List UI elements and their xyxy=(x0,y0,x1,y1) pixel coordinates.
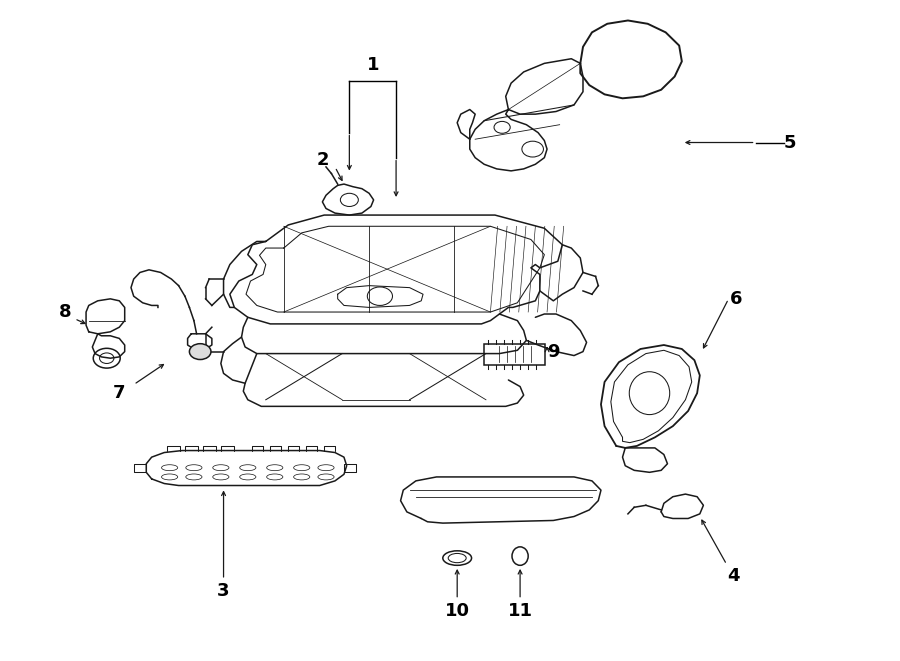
Text: 11: 11 xyxy=(508,602,533,620)
Circle shape xyxy=(189,344,211,360)
Text: 8: 8 xyxy=(59,303,72,321)
Text: 5: 5 xyxy=(783,134,796,151)
Text: 7: 7 xyxy=(113,384,126,402)
Text: 6: 6 xyxy=(730,290,742,308)
Text: 1: 1 xyxy=(367,56,380,74)
Text: 10: 10 xyxy=(445,602,470,620)
Text: 3: 3 xyxy=(217,582,230,600)
Text: 2: 2 xyxy=(316,151,328,169)
Text: 9: 9 xyxy=(547,342,560,361)
Text: 4: 4 xyxy=(727,567,739,585)
Bar xyxy=(484,344,545,365)
